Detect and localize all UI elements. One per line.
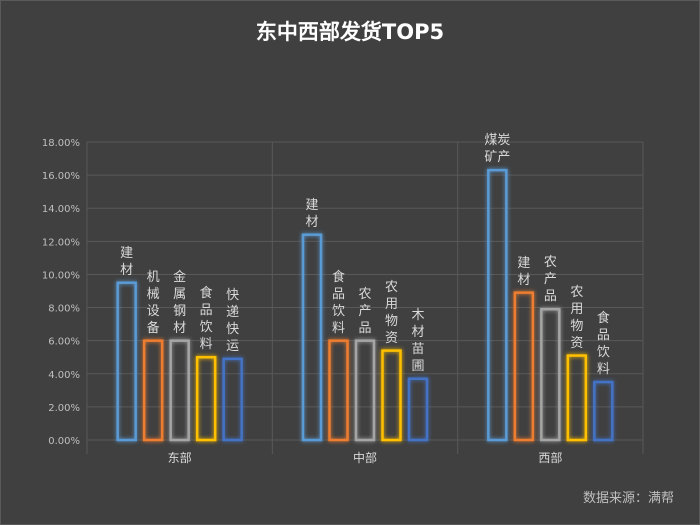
y-tick-label: 12.00%: [42, 237, 80, 248]
bar: [354, 339, 376, 442]
data-label: 金属钢材: [173, 269, 187, 336]
bar: [540, 307, 561, 442]
data-label: 食品饮料: [596, 311, 610, 378]
data-label: 快递快运: [226, 287, 240, 354]
bar: [142, 339, 164, 442]
bar: [169, 339, 190, 442]
x-category-label: 西部: [538, 450, 562, 465]
data-label: 农用物资: [384, 279, 398, 346]
bar: [487, 168, 508, 442]
y-tick-label: 4.00%: [48, 370, 80, 381]
bar: [301, 233, 323, 442]
data-label: 农产品: [358, 286, 372, 336]
data-label: 建材: [120, 245, 134, 278]
chart-title: 东中西部发货TOP5: [255, 20, 445, 44]
y-tick-label: 18.00%: [42, 138, 80, 149]
y-tick-label: 8.00%: [48, 304, 80, 315]
bar: [381, 349, 402, 442]
y-tick-label: 0.00%: [48, 436, 80, 447]
y-tick-label: 6.00%: [48, 337, 80, 348]
data-source: 数据来源：满帮: [582, 491, 674, 506]
bar: [222, 357, 243, 442]
bar: [195, 355, 217, 442]
data-label: 食品饮料: [331, 269, 345, 336]
bar: [407, 377, 429, 442]
x-category-label: 东部: [168, 450, 192, 465]
x-category-label: 中部: [353, 450, 377, 465]
data-label: 农产品: [543, 255, 557, 305]
data-label: 木材苗圃: [411, 307, 425, 374]
y-tick-label: 2.00%: [48, 403, 80, 414]
data-label: 建材: [517, 255, 531, 288]
data-label: 农用物资: [570, 284, 584, 351]
y-tick-label: 16.00%: [42, 171, 80, 182]
bar: [513, 291, 535, 442]
bar: [593, 380, 614, 442]
data-label: 建材: [305, 197, 319, 230]
bar: [566, 354, 588, 442]
bar: [328, 339, 349, 442]
y-tick-label: 10.00%: [42, 270, 80, 281]
bar: [116, 281, 137, 442]
data-label: 机械设备: [146, 269, 160, 336]
data-label: 煤炭矿产: [484, 133, 511, 166]
y-tick-label: 14.00%: [42, 204, 80, 215]
data-label: 食品饮料: [199, 286, 213, 353]
